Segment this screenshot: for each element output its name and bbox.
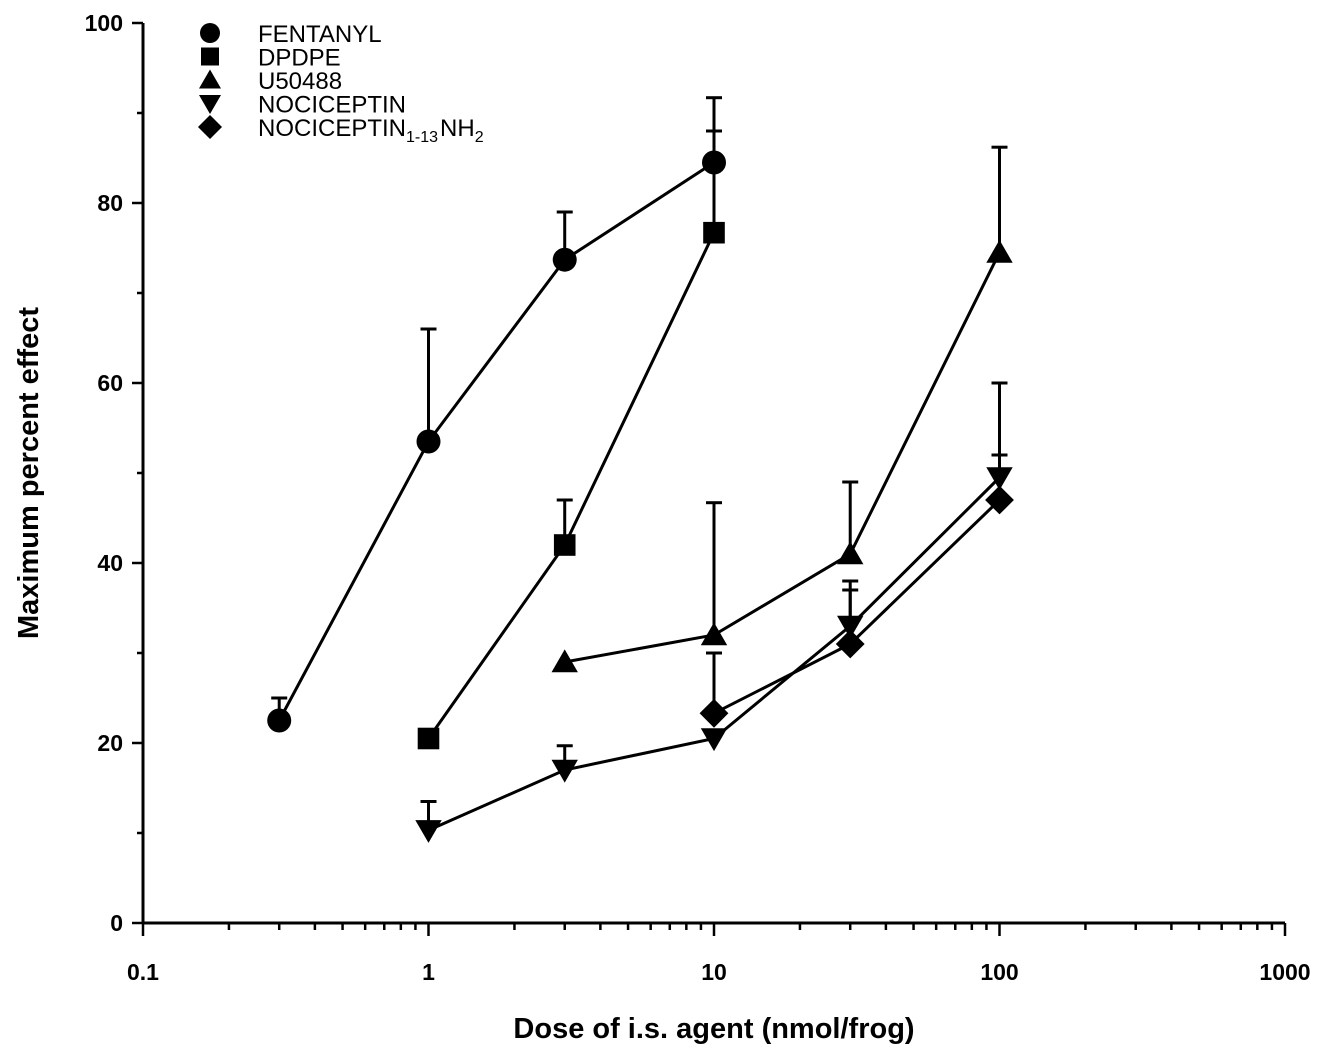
circle-marker: [416, 429, 441, 454]
series-dpdpe: [417, 129, 725, 750]
circle-marker: [552, 247, 577, 272]
x-tick-label: 100: [980, 959, 1018, 985]
y-tick-label: 0: [110, 910, 123, 936]
diamond-marker: [699, 698, 729, 728]
x-tick-label: 0.1: [127, 959, 159, 985]
axes: 0 20 40 60 80 100 0.1 1 10 100 1000: [85, 10, 1311, 985]
circle-marker: [200, 23, 220, 43]
triangle-up-marker: [837, 541, 864, 565]
legend: FENTANYLDPDPEU50488NOCICEPTINNOCICEPTIN1…: [198, 21, 484, 146]
triangle-up-marker: [199, 69, 221, 89]
x-tick-label: 10: [701, 959, 727, 985]
circle-marker: [267, 708, 292, 733]
y-tick-label: 60: [97, 370, 123, 396]
legend-label: DPDPE: [258, 45, 341, 72]
series-fentanyl: [267, 96, 726, 733]
square-marker: [553, 534, 576, 556]
legend-item: U50488: [199, 68, 342, 95]
triangle-down-marker: [199, 95, 221, 114]
y-tick-label: 80: [97, 190, 123, 216]
x-tick-label: 1: [422, 959, 435, 985]
triangle-up-marker: [700, 622, 728, 646]
legend-item: NOCICEPTIN1-13NH2: [198, 115, 484, 146]
diamond-marker: [198, 115, 222, 139]
square-marker: [703, 221, 725, 244]
series-line: [277, 161, 715, 722]
series-nociceptin1-13nh2: [699, 381, 1014, 728]
series-layer: [267, 96, 1014, 843]
legend-label: NOCICEPTIN: [258, 92, 406, 119]
triangle-up-marker: [551, 649, 578, 673]
y-tick-label: 20: [97, 730, 123, 756]
legend-label: NOCICEPTIN1-13NH2: [258, 115, 484, 146]
diamond-marker: [985, 485, 1014, 515]
series-u50488: [551, 145, 1013, 673]
y-tick-label: 40: [97, 550, 123, 576]
legend-item: DPDPE: [201, 45, 341, 72]
triangle-down-marker: [551, 759, 578, 783]
square-marker: [201, 47, 219, 66]
y-tick-label: 100: [85, 10, 123, 36]
diamond-marker: [835, 629, 865, 659]
legend-label: FENTANYL: [258, 21, 382, 48]
series-line: [713, 498, 1001, 715]
triangle-up-marker: [986, 239, 1013, 263]
x-tick-label: 1000: [1259, 959, 1310, 985]
y-axis-title: Maximum percent effect: [13, 307, 45, 639]
legend-label: U50488: [258, 68, 342, 95]
series-line: [564, 251, 1001, 664]
triangle-down-marker: [700, 728, 728, 752]
legend-item: FENTANYL: [200, 21, 382, 48]
legend-item: NOCICEPTIN: [199, 92, 406, 119]
x-axis-title: Dose of i.s. agent (nmol/frog): [513, 1013, 914, 1045]
square-marker: [417, 727, 440, 750]
triangle-down-marker: [415, 820, 442, 843]
